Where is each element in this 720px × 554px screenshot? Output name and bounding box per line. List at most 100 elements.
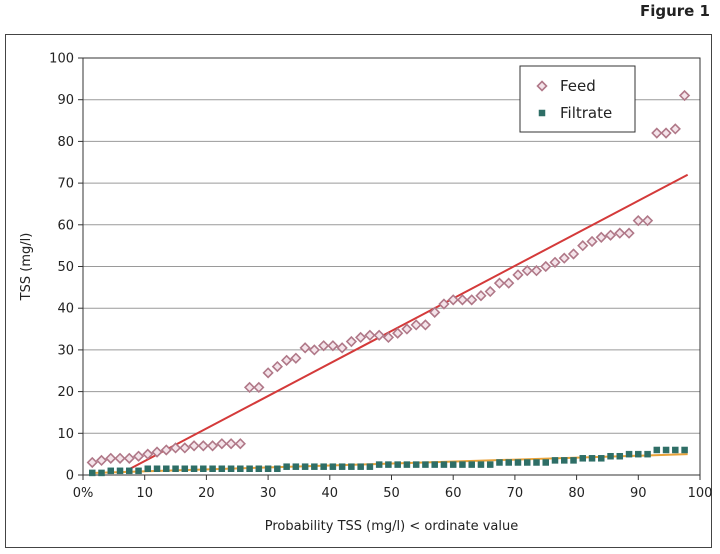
filtrate-point-4 xyxy=(126,467,133,475)
filtrate-point-33 xyxy=(394,461,401,468)
filtrate-point-64 xyxy=(681,446,688,454)
feed-point-46 xyxy=(512,269,524,281)
filtrate-point-31 xyxy=(375,461,383,468)
filtrate-point-46 xyxy=(514,459,522,466)
feed-point-47 xyxy=(521,265,533,277)
filtrate-point-22 xyxy=(292,463,300,470)
feed-point-18 xyxy=(253,381,265,394)
filtrate-point-10 xyxy=(181,465,189,472)
feed-point-44 xyxy=(493,277,506,289)
filtrate-point-15 xyxy=(227,465,235,472)
filtrate-point-41 xyxy=(468,461,475,468)
filtrate-point-6 xyxy=(144,465,152,472)
filtrate-point-40 xyxy=(459,461,466,468)
feed-point-42 xyxy=(475,290,487,302)
trendline-feed xyxy=(125,173,689,472)
x-tick-label-10: 10 xyxy=(136,486,153,501)
feed-point-36 xyxy=(419,319,432,331)
feed-point-34 xyxy=(401,323,413,335)
feed-point-23 xyxy=(299,342,311,354)
filtrate-point-32 xyxy=(385,461,392,468)
filtrate-point-43 xyxy=(486,461,494,468)
feed-point-37 xyxy=(429,306,441,319)
filtrate-point-3 xyxy=(116,467,124,475)
feed-point-13 xyxy=(206,440,219,452)
filtrate-point-59 xyxy=(635,450,642,458)
filtrate-point-35 xyxy=(412,461,420,468)
y-tick-label-20: 20 xyxy=(57,385,74,400)
filtrate-point-18 xyxy=(255,465,263,472)
filtrate-point-55 xyxy=(598,455,605,462)
feed-point-56 xyxy=(604,229,617,241)
feed-point-2 xyxy=(105,452,117,464)
filtrate-point-38 xyxy=(440,461,448,468)
feed-point-55 xyxy=(595,231,607,243)
feed-point-45 xyxy=(503,277,515,289)
feed-point-58 xyxy=(623,227,635,239)
feed-point-39 xyxy=(447,294,459,306)
filtrate-point-51 xyxy=(561,457,568,464)
x-tick-label-80: 80 xyxy=(568,486,585,501)
filtrate-point-34 xyxy=(403,461,411,468)
filtrate-point-14 xyxy=(218,465,226,472)
filtrate-point-37 xyxy=(431,461,438,468)
feed-point-63 xyxy=(669,123,681,135)
filtrate-point-5 xyxy=(135,467,142,475)
filtrate-point-47 xyxy=(523,459,531,466)
filtrate-point-7 xyxy=(153,465,161,472)
x-axis-title: Probability TSS (mg/l) < ordinate value xyxy=(265,519,519,534)
filtrate-point-21 xyxy=(283,463,290,470)
filtrate-point-27 xyxy=(338,463,346,470)
filtrate-point-52 xyxy=(570,457,577,464)
filtrate-point-25 xyxy=(320,463,327,470)
filtrate-point-54 xyxy=(588,455,596,462)
feed-point-49 xyxy=(540,260,552,273)
filtrate-point-26 xyxy=(329,463,337,470)
x-tick-label-60: 60 xyxy=(445,486,462,501)
feed-point-14 xyxy=(216,438,228,450)
feed-point-50 xyxy=(549,256,561,268)
y-tick-label-40: 40 xyxy=(57,302,74,317)
filtrate-point-29 xyxy=(357,463,364,470)
feed-point-35 xyxy=(410,319,422,331)
feed-point-61 xyxy=(651,127,663,139)
x-tick-label-0: 0% xyxy=(73,486,94,501)
feed-point-32 xyxy=(382,331,395,344)
x-tick-label-40: 40 xyxy=(322,486,339,501)
filtrate-point-12 xyxy=(200,465,207,472)
feed-point-25 xyxy=(317,340,330,352)
filtrate-point-8 xyxy=(163,465,170,472)
filtrate-point-20 xyxy=(274,465,281,472)
feed-point-26 xyxy=(327,340,339,352)
feed-point-33 xyxy=(392,327,404,339)
filtrate-point-19 xyxy=(264,465,272,472)
filtrate-point-62 xyxy=(662,446,670,454)
filtrate-point-44 xyxy=(496,459,503,466)
filtrate-point-39 xyxy=(449,461,457,468)
filtrate-point-17 xyxy=(246,465,253,472)
feed-point-38 xyxy=(438,298,450,310)
filtrate-point-61 xyxy=(653,446,661,454)
feed-point-27 xyxy=(336,342,348,354)
x-tick-label-90: 90 xyxy=(630,486,647,501)
filtrate-point-57 xyxy=(616,452,624,460)
filtrate-point-11 xyxy=(190,465,198,472)
filtrate-point-2 xyxy=(107,467,115,475)
feed-point-62 xyxy=(660,127,672,139)
filtrate-point-0 xyxy=(89,469,96,477)
filtrate-point-60 xyxy=(644,450,651,458)
filtrate-point-42 xyxy=(477,461,485,468)
feed-point-12 xyxy=(197,440,209,452)
feed-point-20 xyxy=(271,360,283,373)
feed-point-53 xyxy=(577,240,589,252)
feed-point-24 xyxy=(308,344,321,356)
feed-point-8 xyxy=(160,444,172,456)
feed-point-15 xyxy=(225,438,237,450)
filtrate-point-36 xyxy=(422,461,429,468)
feed-point-31 xyxy=(373,329,385,341)
filtrate-point-53 xyxy=(579,455,587,462)
feed-point-57 xyxy=(614,227,626,239)
y-tick-label-100: 100 xyxy=(49,52,74,67)
chart-frame xyxy=(5,34,712,548)
y-tick-label-80: 80 xyxy=(57,135,74,150)
